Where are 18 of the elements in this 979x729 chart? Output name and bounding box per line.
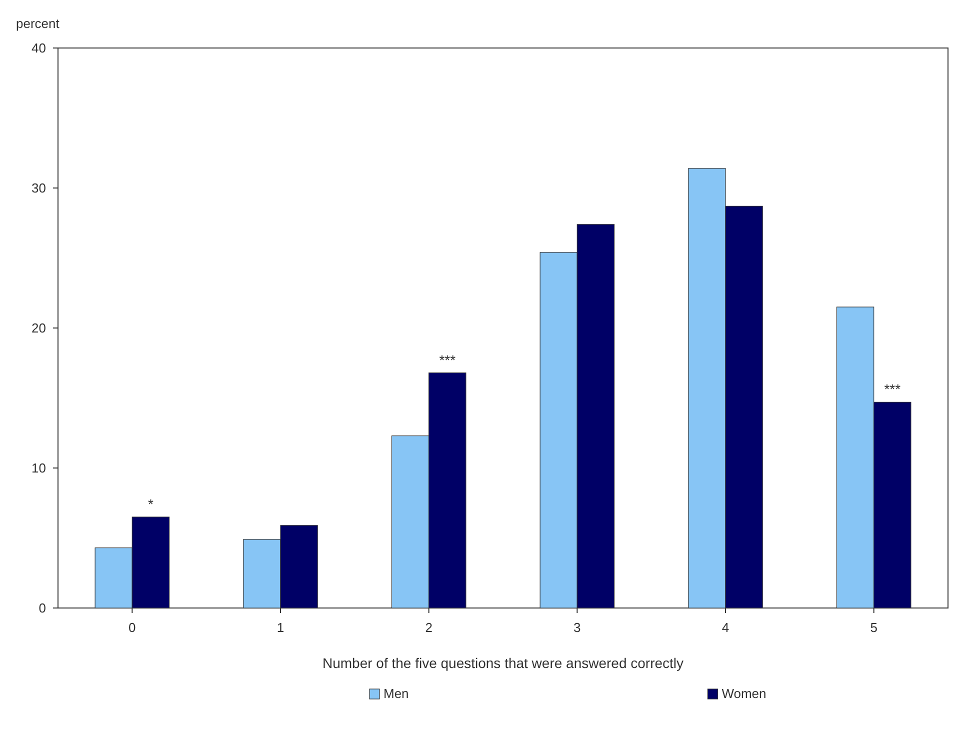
x-tick-label: 4 <box>722 620 730 635</box>
y-tick-label: 10 <box>32 460 46 476</box>
legend-label: Women <box>722 686 766 701</box>
y-tick-label: 30 <box>32 180 46 196</box>
y-tick-label: 20 <box>32 320 46 336</box>
legend-label: Men <box>384 686 409 701</box>
y-tick-label: 0 <box>38 600 46 616</box>
y-axis-title: percent <box>16 16 60 31</box>
x-tick-label: 0 <box>128 620 136 635</box>
annotation: *** <box>884 381 902 398</box>
y-tick-label: 40 <box>32 40 46 56</box>
annotation: *** <box>439 352 456 368</box>
x-axis-title: Number of the five questions that were answered correctly <box>322 655 684 671</box>
x-tick-label: 3 <box>574 620 581 635</box>
x-tick-label: 5 <box>870 620 878 635</box>
x-tick-label: 1 <box>276 620 284 635</box>
annotation: * <box>148 496 154 512</box>
x-tick-label: 2 <box>425 620 432 635</box>
